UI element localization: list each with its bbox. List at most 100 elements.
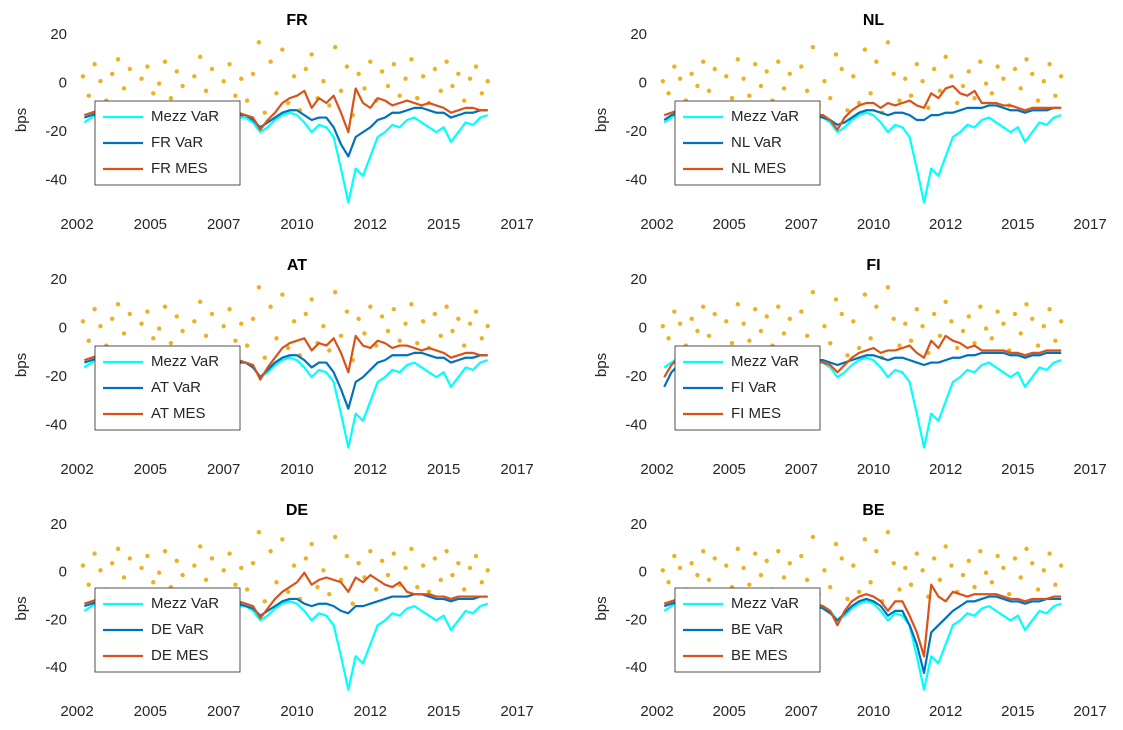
scatter-point (672, 553, 677, 559)
scatter-point (672, 309, 677, 314)
scatter-point (695, 83, 700, 89)
scatter-point (385, 572, 391, 578)
x-tick-label: 2017 (500, 703, 533, 720)
scatter-point (274, 91, 279, 96)
scatter-point (712, 311, 717, 317)
scatter-point (660, 568, 665, 573)
x-tick-label: 2007 (785, 461, 818, 478)
scatter-point (209, 311, 215, 317)
y-tick-label: -40 (625, 659, 647, 676)
legend-label: AT VaR (151, 379, 201, 396)
subplot: FI bps -40 -20 0 20 2002 2005 2007 2010 2012 2015 20… (593, 257, 1107, 478)
scatter-point (764, 69, 769, 74)
scatter-point (227, 306, 232, 312)
scatter-point (145, 553, 150, 559)
y-axis-label: bps (593, 353, 610, 377)
y-axis-label: bps (593, 596, 610, 620)
scatter-point (764, 314, 769, 319)
scatter-point (203, 88, 209, 94)
legend-label: FR MES (151, 160, 208, 177)
scatter-point (839, 311, 844, 317)
scatter-point (250, 560, 256, 566)
scatter-point (689, 560, 694, 566)
scatter-point (444, 59, 449, 64)
scatter-point (1030, 71, 1035, 77)
scatter-point (937, 577, 943, 583)
x-tick-label: 2005 (134, 703, 167, 720)
scatter-point (274, 580, 279, 585)
scatter-point (729, 340, 735, 346)
scatter-point (989, 580, 995, 585)
y-tick-label: -40 (625, 172, 647, 189)
scatter-point (995, 64, 1000, 69)
scatter-point (244, 587, 250, 592)
scatter-point (706, 333, 712, 339)
scatter-point (462, 98, 467, 103)
scatter-point (379, 314, 385, 319)
scatter-point (344, 64, 350, 69)
scatter-point (444, 304, 449, 309)
scatter-point (799, 553, 804, 559)
scatter-point (920, 568, 925, 573)
legend-label: FR VaR (151, 134, 203, 151)
x-tick-label: 2007 (207, 461, 240, 478)
scatter-point (391, 306, 396, 312)
scatter-point (467, 76, 473, 81)
x-tick-label: 2012 (354, 461, 387, 478)
x-tick-label: 2017 (500, 216, 533, 233)
y-axis-label: bps (13, 353, 30, 377)
x-tick-label: 2017 (1073, 703, 1106, 720)
subplot: AT bps -40 -20 0 20 2002 2005 2007 2010 2012 2015 20… (13, 257, 534, 478)
scatter-point (192, 319, 197, 324)
scatter-point (415, 95, 420, 101)
scatter-point (256, 529, 262, 535)
scatter-point (385, 328, 391, 334)
y-tick-label: -20 (625, 611, 647, 628)
scatter-point (391, 551, 396, 556)
scatter-point (456, 316, 461, 322)
scatter-point (180, 83, 185, 89)
scatter-point (1041, 323, 1047, 329)
scatter-point (115, 546, 121, 552)
legend-label: Mezz VaR (731, 353, 799, 370)
scatter-point (479, 91, 484, 96)
y-tick-label: -40 (45, 659, 67, 676)
scatter-point (86, 338, 91, 343)
x-tick-label: 2015 (427, 461, 460, 478)
scatter-point (327, 103, 332, 108)
scatter-point (450, 83, 455, 89)
y-tick-label: -40 (45, 172, 67, 189)
scatter-point (151, 91, 156, 96)
scatter-point (174, 558, 179, 563)
scatter-point (822, 568, 827, 573)
scatter-point (444, 549, 449, 554)
scatter-point (462, 587, 467, 592)
scatter-point (92, 551, 97, 556)
scatter-point (856, 589, 862, 594)
y-tick-label: -20 (625, 123, 647, 140)
scatter-point (914, 61, 919, 67)
scatter-point (332, 289, 338, 295)
scatter-point (787, 560, 792, 566)
scatter-point (776, 304, 781, 309)
legend-label: BE VaR (731, 621, 783, 638)
y-tick-label: -20 (45, 368, 67, 385)
scatter-point (368, 549, 373, 554)
scatter-point (972, 95, 977, 101)
scatter-point (110, 560, 115, 566)
scatter-point (804, 333, 810, 339)
scatter-point (1047, 551, 1052, 556)
scatter-point (385, 83, 391, 89)
legend-label: NL VaR (731, 134, 782, 151)
x-tick-label: 2007 (785, 216, 818, 233)
x-tick-label: 2010 (280, 216, 313, 233)
scatter-point (121, 331, 127, 336)
scatter-point (983, 326, 989, 331)
scatter-point (978, 59, 983, 64)
scatter-point (1047, 61, 1052, 67)
scatter-point (706, 88, 712, 94)
scatter-point (1018, 331, 1023, 336)
scatter-point (1041, 568, 1047, 573)
scatter-point (397, 93, 402, 98)
scatter-point (1030, 316, 1035, 322)
